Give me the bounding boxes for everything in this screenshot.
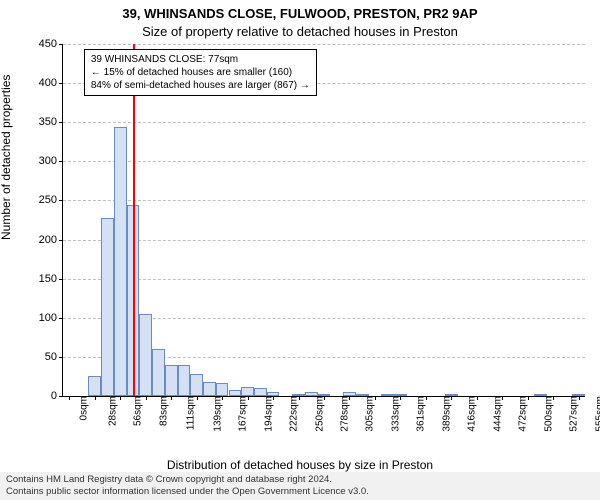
ytick-mark [59, 200, 63, 201]
xtick-mark [171, 396, 172, 400]
xtick-mark [299, 396, 300, 400]
gridline-h [63, 122, 585, 123]
xtick-mark [95, 396, 96, 400]
xtick-label: 416sqm [461, 396, 478, 432]
histogram-bar [254, 388, 267, 396]
xtick-label: 472sqm [512, 396, 529, 432]
xtick-mark [451, 396, 452, 400]
gridline-h [63, 240, 585, 241]
xtick-mark [222, 396, 223, 400]
ytick-label: 100 [39, 312, 57, 324]
xtick-label: 305sqm [359, 396, 376, 432]
footer-line1: Contains HM Land Registry data © Crown c… [6, 474, 594, 486]
gridline-h [63, 161, 585, 162]
xtick-mark [375, 396, 376, 400]
ytick-mark [59, 122, 63, 123]
ytick-label: 250 [39, 194, 57, 206]
xtick-label: 83sqm [152, 396, 169, 426]
xtick-label: 0sqm [73, 396, 90, 420]
xtick-label: 444sqm [486, 396, 503, 432]
ytick-mark [59, 357, 63, 358]
chart-title-line2: Size of property relative to detached ho… [0, 24, 600, 39]
ytick-mark [59, 318, 63, 319]
xtick-mark [579, 396, 580, 400]
xtick-mark [248, 396, 249, 400]
xtick-label: 389sqm [435, 396, 452, 432]
y-axis-label: Number of detached properties [0, 75, 13, 240]
histogram-bar [88, 376, 101, 396]
xtick-mark [273, 396, 274, 400]
xtick-label: 250sqm [308, 396, 325, 432]
xtick-label: 500sqm [537, 396, 554, 432]
footer: Contains HM Land Registry data © Crown c… [0, 472, 600, 500]
gridline-h [63, 44, 585, 45]
xtick-label: 28sqm [101, 396, 118, 426]
histogram-bar [165, 365, 178, 396]
ytick-mark [59, 44, 63, 45]
xtick-mark [502, 396, 503, 400]
xtick-mark [477, 396, 478, 400]
ytick-label: 400 [39, 77, 57, 89]
annotation-box: 39 WHINSANDS CLOSE: 77sqm← 15% of detach… [84, 49, 317, 96]
xtick-mark [528, 396, 529, 400]
gridline-h [63, 279, 585, 280]
histogram-bar [152, 349, 165, 396]
xtick-label: 222sqm [282, 396, 299, 432]
reference-line [133, 44, 135, 396]
chart-container: { "titles": { "line1": "39, WHINSANDS CL… [0, 0, 600, 500]
xtick-mark [426, 396, 427, 400]
xtick-label: 361sqm [410, 396, 427, 432]
annotation-line: 84% of semi-detached houses are larger (… [91, 79, 310, 92]
xtick-label: 278sqm [333, 396, 350, 432]
x-axis-label: Distribution of detached houses by size … [0, 458, 600, 472]
histogram-bar [101, 218, 114, 396]
histogram-bar [114, 127, 127, 396]
histogram-bar [190, 374, 203, 396]
plot-area: 0501001502002503003504004500sqm28sqm56sq… [62, 44, 585, 397]
xtick-mark [197, 396, 198, 400]
xtick-mark [324, 396, 325, 400]
ytick-mark [59, 83, 63, 84]
xtick-label: 527sqm [562, 396, 579, 432]
xtick-label: 167sqm [231, 396, 248, 432]
histogram-bar [241, 387, 254, 396]
ytick-mark [59, 396, 63, 397]
gridline-h [63, 200, 585, 201]
xtick-label: 333sqm [384, 396, 401, 432]
chart-title-line1: 39, WHINSANDS CLOSE, FULWOOD, PRESTON, P… [0, 6, 600, 21]
xtick-label: 56sqm [127, 396, 144, 426]
ytick-label: 450 [39, 38, 57, 50]
xtick-label: 555sqm [588, 396, 600, 432]
ytick-label: 350 [39, 116, 57, 128]
xtick-mark [349, 396, 350, 400]
xtick-label: 194sqm [257, 396, 274, 432]
ytick-mark [59, 240, 63, 241]
ytick-label: 0 [51, 390, 57, 402]
ytick-label: 50 [45, 351, 57, 363]
ytick-mark [59, 161, 63, 162]
ytick-mark [59, 279, 63, 280]
footer-line2: Contains public sector information licen… [6, 486, 594, 498]
ytick-label: 150 [39, 273, 57, 285]
xtick-mark [400, 396, 401, 400]
annotation-line: 39 WHINSANDS CLOSE: 77sqm [91, 53, 310, 66]
histogram-bar [216, 383, 229, 396]
xtick-mark [553, 396, 554, 400]
annotation-line: ← 15% of detached houses are smaller (16… [91, 66, 310, 79]
xtick-label: 139sqm [206, 396, 223, 432]
histogram-bar [178, 365, 191, 396]
xtick-label: 111sqm [180, 396, 197, 430]
histogram-bar [139, 314, 152, 396]
ytick-label: 300 [39, 155, 57, 167]
ytick-label: 200 [39, 234, 57, 246]
histogram-bar [203, 382, 216, 396]
xtick-mark [69, 396, 70, 400]
xtick-mark [120, 396, 121, 400]
xtick-mark [146, 396, 147, 400]
